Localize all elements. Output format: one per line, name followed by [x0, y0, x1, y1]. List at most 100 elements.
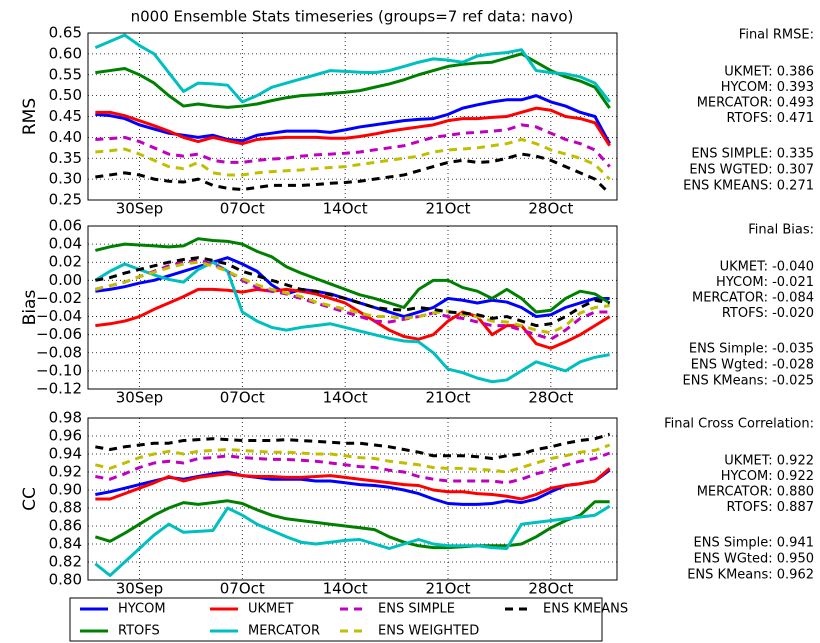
y-tick-label: 0.40 — [49, 128, 82, 146]
x-tick-label: 14Oct — [323, 580, 368, 598]
annotation: ENS Wgted: -0.028 — [691, 358, 814, 373]
x-tick-label: 30Sep — [116, 389, 163, 407]
x-tick-label: 07Oct — [220, 389, 265, 407]
y-tick-label: −0.10 — [36, 361, 82, 379]
legend-label: HYCOM — [118, 602, 166, 617]
series-line — [95, 287, 611, 350]
y-tick-label: 0.80 — [49, 571, 82, 589]
series-line — [95, 152, 611, 195]
legend-label: ENS KMEANS — [543, 602, 628, 617]
y-tick-label: 0.50 — [49, 86, 82, 104]
annotation: MERCATOR: 0.880 — [697, 485, 814, 500]
annotation: Final Bias: — [748, 223, 814, 238]
plot-frame — [87, 417, 618, 581]
series-line — [94, 260, 610, 384]
x-tick-label: 21Oct — [425, 200, 470, 218]
y-tick-label: 0.86 — [49, 517, 82, 535]
annotation: ENS KMEANS: 0.271 — [683, 179, 814, 194]
x-tick-label: 07Oct — [220, 580, 265, 598]
annotation: UKMET: 0.386 — [724, 65, 814, 80]
y-tick-label: −0.08 — [36, 343, 82, 361]
annotation: Final Cross Correlation: — [664, 417, 814, 432]
annotation: MERCATOR: 0.493 — [697, 96, 814, 111]
annotation: UKMET: 0.922 — [724, 454, 814, 469]
y-tick-label: 0.88 — [49, 499, 82, 517]
annotation: ENS WGTED: 0.307 — [689, 163, 814, 178]
series-line — [95, 451, 611, 485]
annotation: RTOFS: -0.020 — [722, 306, 814, 321]
y-tick-label: 0.90 — [49, 481, 82, 499]
series-line — [94, 260, 610, 335]
series-line — [94, 504, 611, 577]
series-line — [94, 237, 611, 314]
annotation: Final RMSE: — [739, 28, 814, 43]
series-line — [94, 499, 610, 550]
annotation: UKMET: -0.040 — [720, 260, 814, 275]
series-line — [94, 443, 611, 474]
x-tick-label: 28Oct — [528, 580, 573, 598]
x-tick-label: 14Oct — [323, 200, 368, 218]
y-tick-label: 0.04 — [49, 235, 82, 253]
series-line — [94, 258, 610, 341]
y-tick-label: 0.92 — [49, 463, 82, 481]
annotation: ENS KMeans: 0.962 — [687, 568, 814, 583]
plot-frame — [87, 225, 618, 390]
y-tick-label: 0.00 — [49, 271, 82, 289]
y-tick-label: 0.06 — [49, 217, 82, 235]
x-tick-label: 14Oct — [323, 389, 368, 407]
plot-frame — [87, 32, 618, 201]
x-tick-label: 28Oct — [528, 200, 573, 218]
x-tick-label: 21Oct — [425, 580, 470, 598]
series-line — [95, 467, 611, 501]
y-tick-label: −0.06 — [36, 325, 82, 343]
x-tick-label: 21Oct — [425, 389, 470, 407]
y-axis-label: RMS — [20, 98, 40, 135]
legend-box — [69, 597, 603, 642]
y-tick-label: 0.60 — [49, 44, 82, 62]
y-tick-label: −0.12 — [36, 380, 82, 398]
chart-title: n000 Ensemble Stats timeseries (groups=7… — [131, 8, 574, 26]
legend-label: RTOFS — [118, 624, 160, 639]
y-tick-label: 0.45 — [49, 107, 82, 125]
x-tick-label: 28Oct — [528, 389, 573, 407]
annotation: RTOFS: 0.471 — [727, 111, 815, 126]
legend-label: ENS WEIGHTED — [378, 624, 479, 639]
y-tick-label: 0.30 — [49, 170, 82, 188]
y-axis-label: Bias — [20, 290, 40, 326]
x-tick-label: 07Oct — [220, 200, 265, 218]
legend-label: UKMET — [248, 602, 293, 617]
series-line — [95, 432, 611, 460]
y-tick-label: 0.96 — [49, 427, 82, 445]
series-line — [95, 123, 611, 168]
y-tick-label: 0.25 — [49, 191, 82, 209]
annotation: ENS SIMPLE: 0.335 — [691, 147, 814, 162]
series-line — [95, 256, 610, 328]
x-tick-label: 30Sep — [116, 200, 163, 218]
y-tick-label: 0.35 — [49, 149, 82, 167]
y-tick-label: −0.02 — [36, 289, 82, 307]
y-tick-label: 0.65 — [49, 24, 82, 42]
y-tick-label: 0.98 — [49, 409, 82, 427]
y-tick-label: 0.82 — [49, 553, 82, 571]
annotation: HYCOM: 0.393 — [721, 80, 814, 95]
y-tick-label: 0.94 — [49, 445, 82, 463]
annotation: RTOFS: 0.887 — [727, 500, 815, 515]
series-line — [94, 33, 611, 104]
annotation: ENS Simple: 0.941 — [694, 536, 814, 551]
legend-label: MERCATOR — [248, 624, 320, 639]
series-line — [95, 106, 611, 147]
legend-label: ENS SIMPLE — [378, 602, 455, 617]
annotation: ENS Simple: -0.035 — [689, 342, 814, 357]
annotation: ENS WGted: 0.950 — [694, 552, 814, 567]
y-tick-label: 0.02 — [49, 253, 82, 271]
annotation: MERCATOR: -0.084 — [692, 291, 814, 306]
plot-area — [88, 418, 617, 580]
series-line — [95, 137, 611, 181]
y-tick-label: −0.04 — [36, 307, 82, 325]
annotation: HYCOM: -0.021 — [716, 275, 814, 290]
y-tick-label: 0.55 — [49, 65, 82, 83]
y-axis-label: CC — [20, 487, 40, 511]
y-tick-label: 0.84 — [49, 535, 82, 553]
annotation: ENS KMeans: -0.025 — [683, 374, 814, 389]
